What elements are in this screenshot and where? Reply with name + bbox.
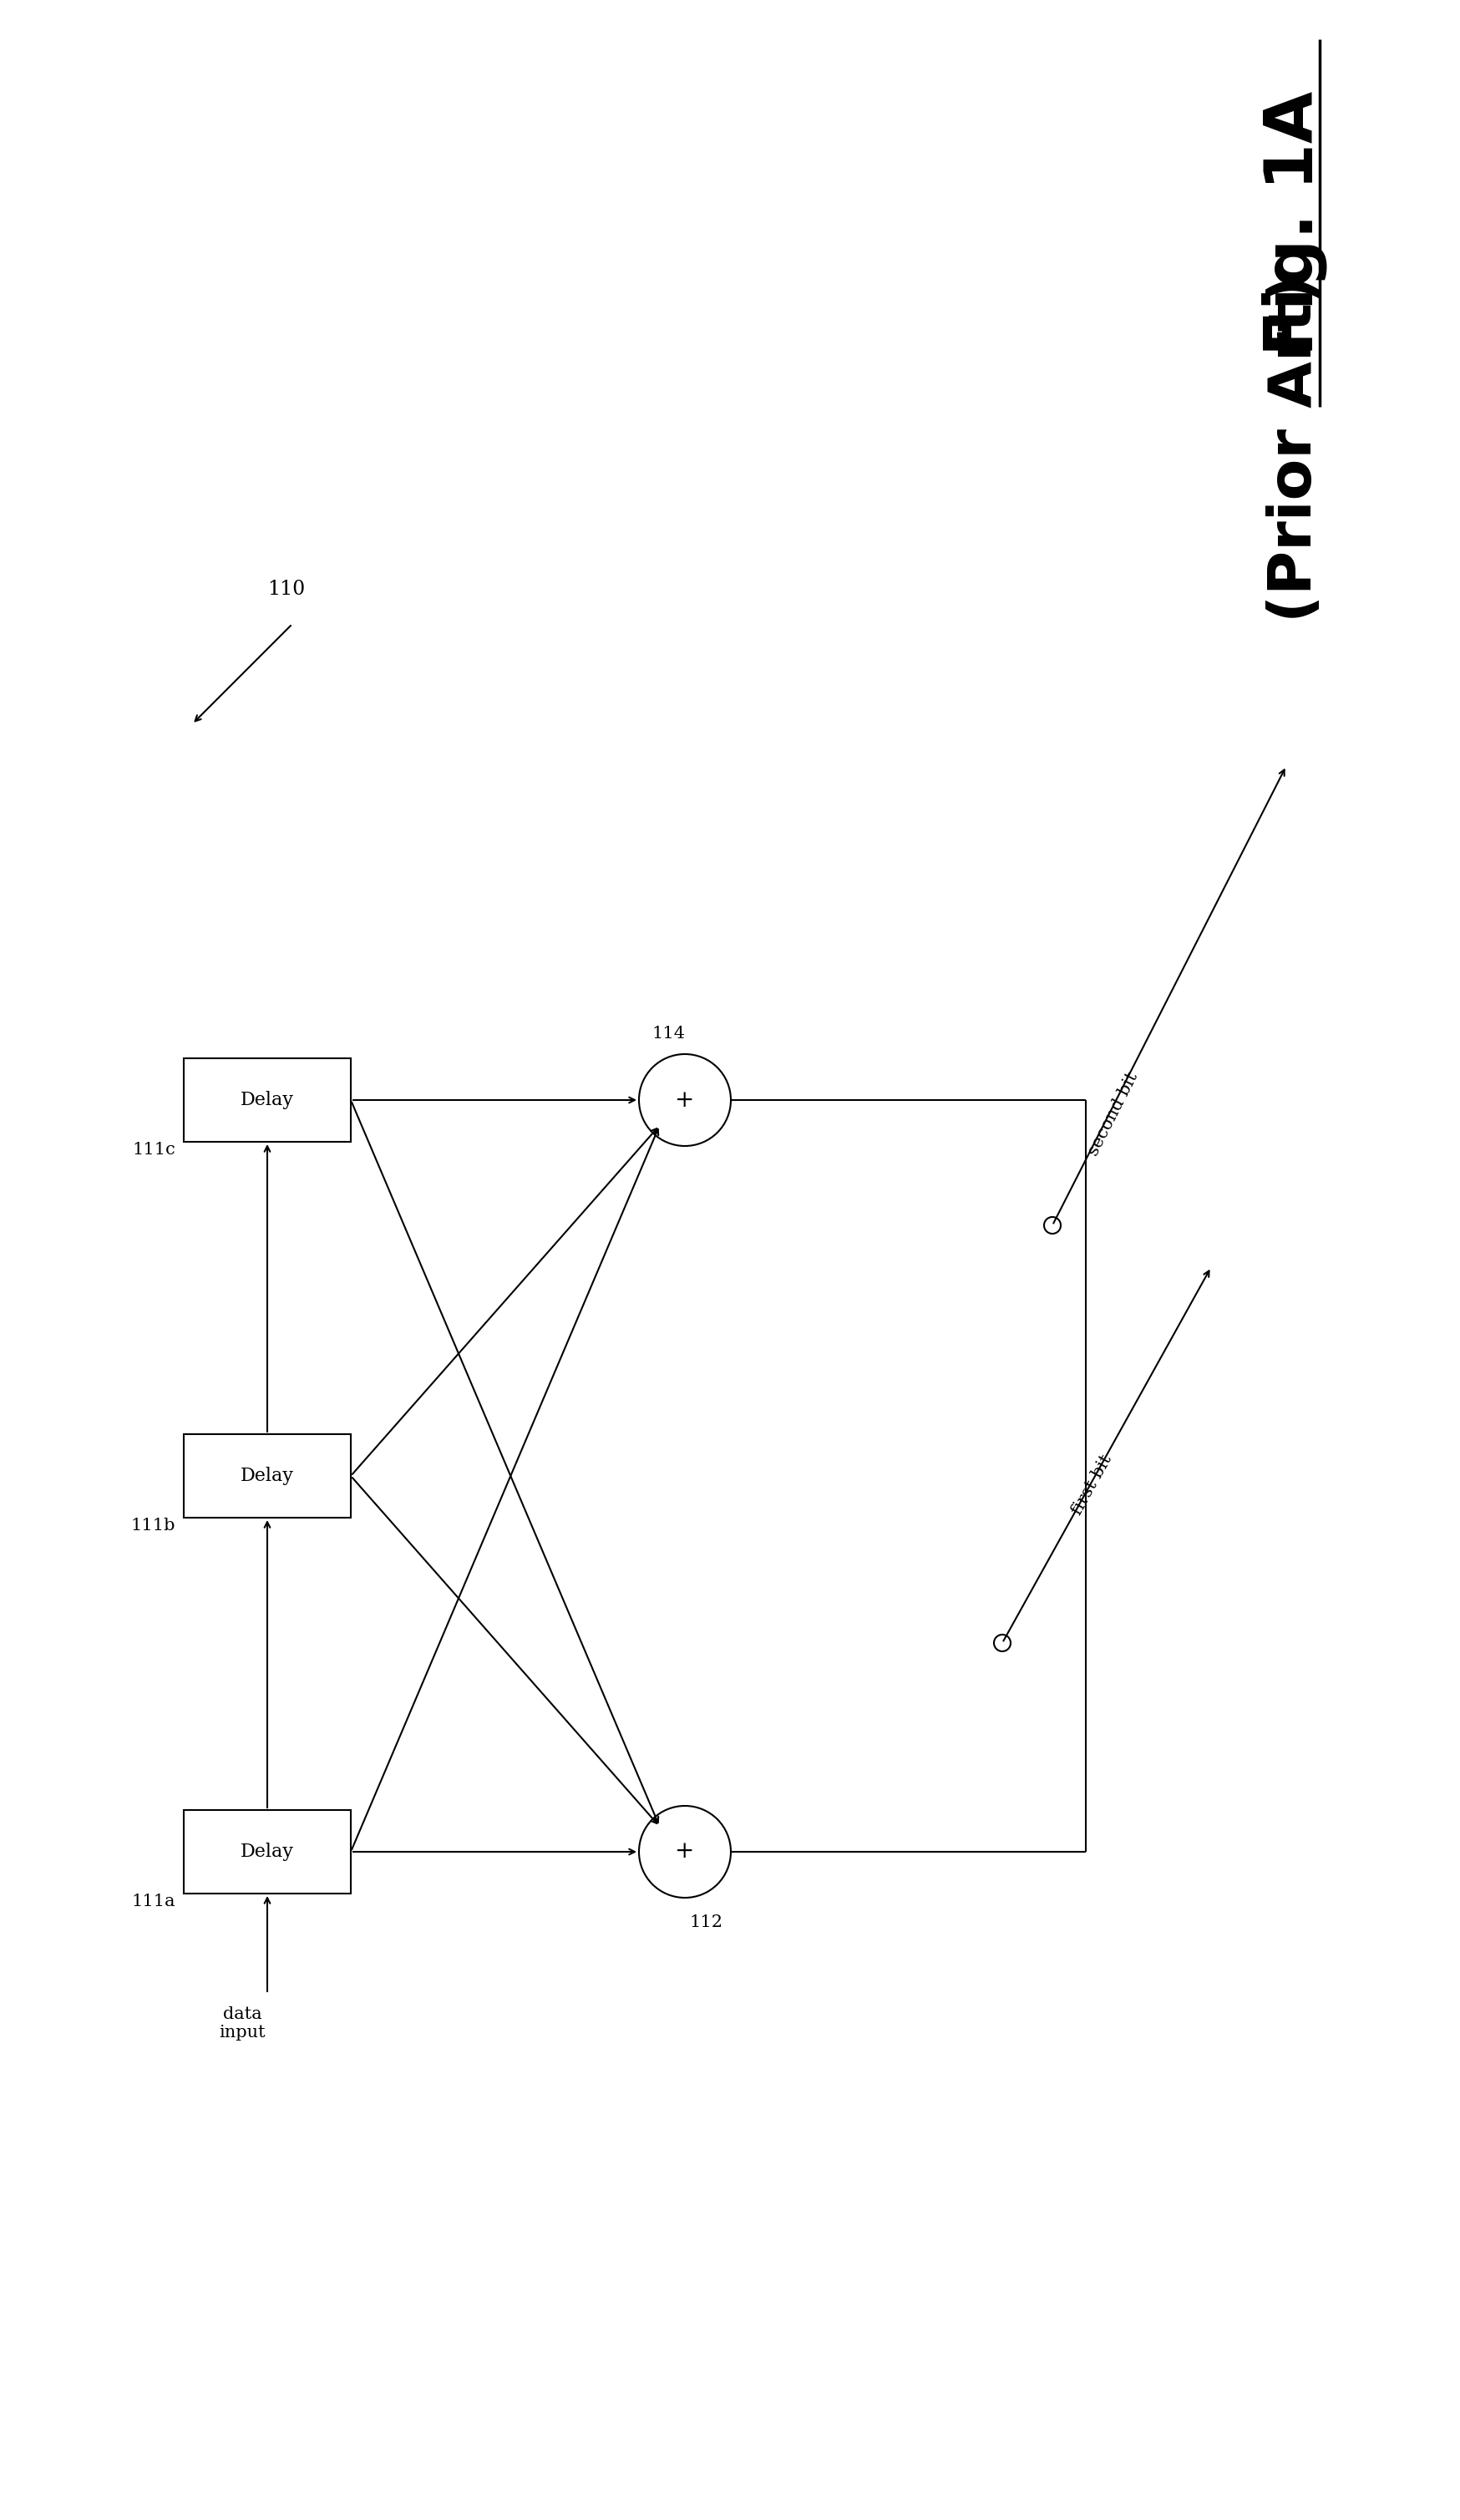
Text: +: + <box>675 1840 695 1862</box>
Text: 111b: 111b <box>131 1517 175 1535</box>
Text: data
input: data input <box>219 2006 266 2041</box>
Text: second bit: second bit <box>1085 1071 1140 1159</box>
Circle shape <box>638 1053 730 1147</box>
Text: 114: 114 <box>651 1026 685 1041</box>
Text: first bit: first bit <box>1069 1452 1114 1517</box>
Circle shape <box>638 1807 730 1898</box>
Text: (Prior Art): (Prior Art) <box>1264 275 1323 622</box>
Text: Delay: Delay <box>241 1467 293 1484</box>
Circle shape <box>993 1635 1010 1651</box>
Text: 111c: 111c <box>131 1142 175 1157</box>
Text: Delay: Delay <box>241 1842 293 1860</box>
Text: 111a: 111a <box>131 1893 175 1910</box>
Text: 112: 112 <box>689 1915 723 1930</box>
Bar <box>184 1058 350 1142</box>
Text: +: + <box>675 1089 695 1111</box>
Bar <box>184 1434 350 1517</box>
Text: 110: 110 <box>267 580 305 600</box>
Circle shape <box>1044 1217 1060 1235</box>
Bar <box>184 1809 350 1893</box>
Text: Delay: Delay <box>241 1091 293 1109</box>
Text: Fig. 1A: Fig. 1A <box>1261 91 1327 355</box>
